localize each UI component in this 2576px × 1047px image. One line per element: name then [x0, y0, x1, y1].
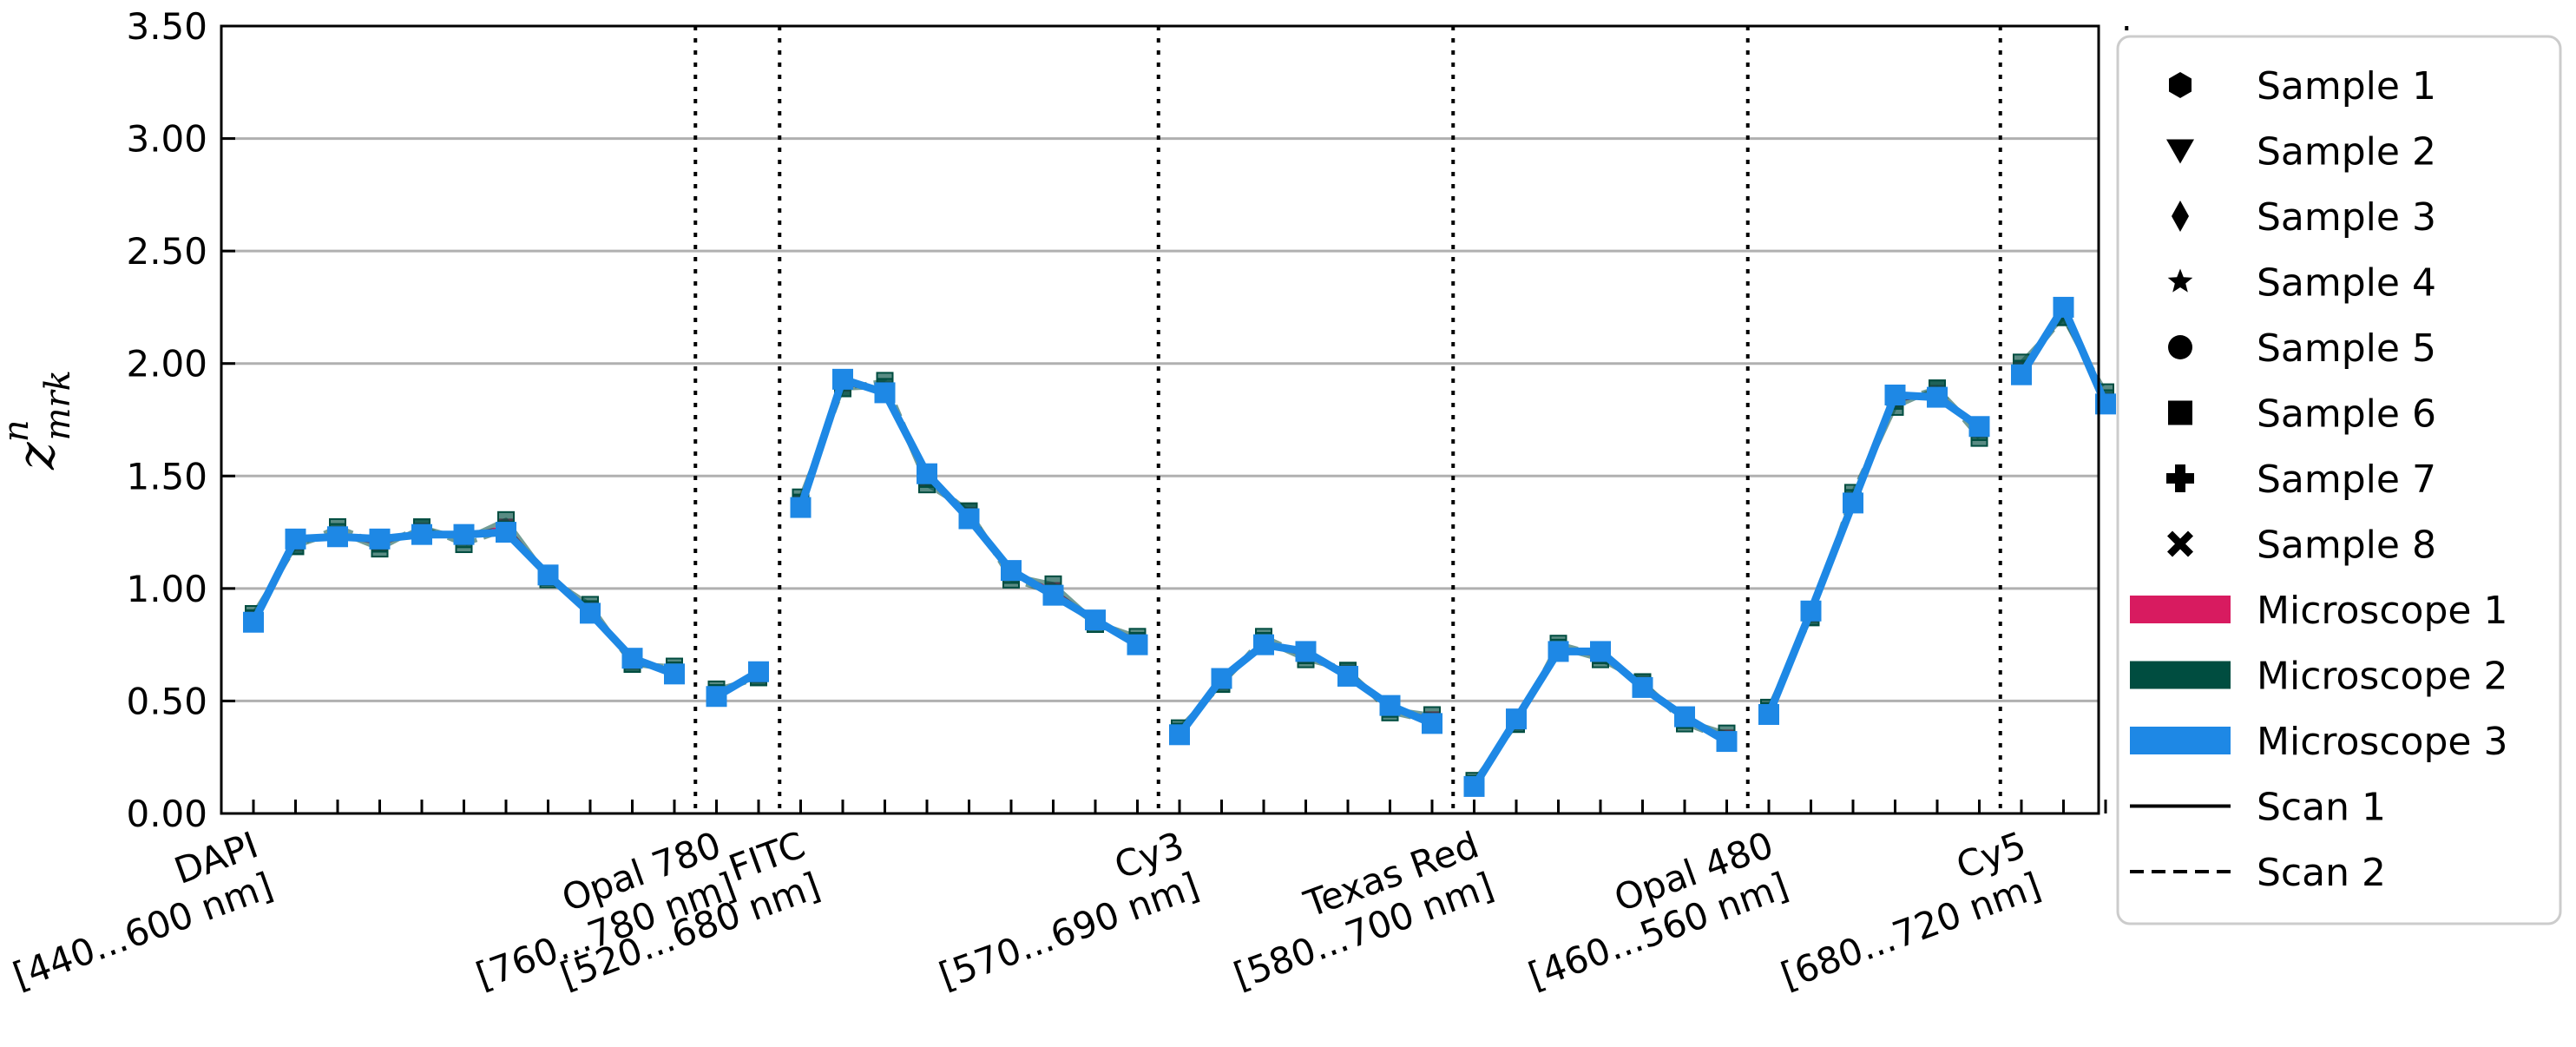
data-point — [832, 368, 853, 390]
data-point — [917, 463, 937, 484]
data-point — [327, 526, 348, 548]
y-tick-label: 3.00 — [126, 118, 207, 161]
series-line — [1766, 385, 1981, 713]
data-point — [496, 522, 516, 543]
data-point — [664, 663, 685, 685]
data-point — [1506, 708, 1527, 730]
y-tick-label: 1.00 — [126, 568, 207, 610]
data-point — [1379, 695, 1401, 716]
data-point — [369, 528, 391, 550]
legend-entry-label: Sample 7 — [2257, 458, 2436, 502]
data-point — [1884, 384, 1906, 405]
plus-filled-marker — [2166, 464, 2194, 492]
data-point — [2011, 364, 2032, 385]
data-point — [1590, 641, 1611, 662]
x-tick-label: Opal 480[460...560 nm] — [1508, 823, 1794, 997]
data-point — [1758, 703, 1779, 725]
legend-entry-label: Sample 5 — [2257, 326, 2436, 371]
y-axis: 0.00 0.50 1.00 1.50 2.00 2.50 3.00 3.50 — [126, 5, 235, 835]
data-point — [1127, 634, 1148, 655]
data-point — [1843, 492, 1863, 514]
legend-entry-label: Sample 8 — [2257, 524, 2436, 568]
data-point — [1042, 584, 1064, 606]
data-point — [1211, 668, 1232, 689]
data-point — [1001, 560, 1022, 582]
data-point — [411, 524, 432, 545]
data-point — [1632, 676, 1653, 698]
x-tick-label: DAPI[440...600 nm] — [0, 823, 279, 997]
y-axis-label: znmrk — [0, 370, 78, 471]
circle-marker — [2168, 335, 2192, 359]
data-point — [706, 686, 727, 708]
legend-entry-label: Sample 4 — [2257, 261, 2436, 306]
data-point — [537, 564, 559, 586]
data-point — [1463, 775, 1485, 797]
data-point — [1085, 609, 1106, 631]
data-point — [285, 528, 306, 550]
data-point — [1337, 665, 1358, 687]
filter-separators — [693, 26, 2129, 813]
series-line — [249, 528, 676, 678]
data-point — [1169, 724, 1190, 746]
data-point — [1548, 641, 1569, 662]
legend: Sample 1 Sample 2 Sample 3 Sample 4 Sample 5… — [2116, 35, 2562, 925]
data-point — [1674, 706, 1695, 728]
x-tick-label: Cy3[570...690 nm] — [919, 823, 1205, 997]
legend-entry-label: Microscope 2 — [2257, 655, 2507, 699]
legend-color-swatch — [2130, 661, 2231, 689]
y-tick-label: 1.50 — [126, 455, 207, 497]
legend-color-swatch — [2130, 727, 2231, 754]
legend-entry-label: Scan 2 — [2257, 851, 2386, 895]
data-point — [958, 508, 980, 530]
x-axis-ticks — [252, 800, 2107, 813]
triangle-down-marker — [2166, 139, 2194, 164]
data-point — [2095, 393, 2116, 415]
plot-frame — [220, 24, 2100, 815]
series-line — [1764, 391, 1982, 716]
data-point — [2053, 296, 2074, 318]
legend-entry-label: Sample 2 — [2257, 130, 2436, 174]
y-tick-label: 3.50 — [126, 5, 207, 48]
y-tick-label: 2.50 — [126, 230, 207, 273]
data-point — [1927, 386, 1948, 408]
square-marker — [2168, 400, 2192, 425]
series-lines — [243, 296, 2116, 797]
data-point — [1716, 731, 1738, 753]
legend-color-swatch — [2130, 596, 2231, 623]
data-point — [1800, 600, 1822, 622]
hexagon-marker — [2169, 72, 2192, 98]
data-point — [1253, 634, 1274, 655]
data-point — [621, 648, 643, 669]
data-point — [1295, 641, 1317, 662]
data-point — [580, 603, 601, 624]
legend-entry-label: Scan 1 — [2257, 786, 2386, 830]
legend-box — [2116, 35, 2562, 925]
y-tick-label: 0.00 — [126, 793, 207, 835]
legend-entry-label: Microscope 3 — [2257, 720, 2507, 764]
data-point — [748, 661, 769, 682]
series-line — [1766, 385, 1981, 708]
legend-entry-label: Sample 1 — [2257, 64, 2436, 109]
data-point — [790, 497, 812, 518]
y-tick-label: 2.00 — [126, 343, 207, 385]
thin-diamond-marker — [2172, 201, 2189, 232]
data-point — [1422, 713, 1442, 734]
data-point — [874, 382, 896, 404]
legend-entry-label: Sample 3 — [2257, 195, 2436, 240]
x-tick-label: Texas Red[580...700 nm] — [1213, 823, 1499, 997]
legend-entry-label: Microscope 1 — [2257, 589, 2507, 633]
x-filled-marker — [2167, 530, 2193, 557]
x-tick-label: Cy5[680...720 nm] — [1761, 823, 2047, 997]
data-point — [243, 611, 264, 633]
y-tick-label: 0.50 — [126, 680, 207, 722]
star-marker — [2167, 268, 2193, 293]
x-axis-labels: DAPI[440...600 nm] Opal 780[760...780 nm]… — [0, 823, 2047, 997]
data-point — [453, 524, 475, 545]
data-point — [1968, 416, 1990, 438]
legend-entry-label: Sample 6 — [2257, 392, 2436, 437]
